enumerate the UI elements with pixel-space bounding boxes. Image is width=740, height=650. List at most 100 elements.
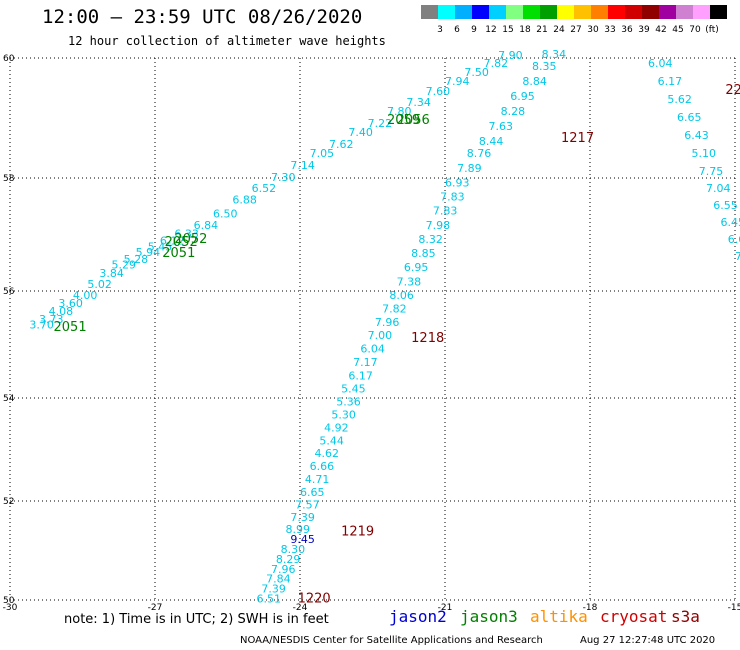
wave-height-value: 7.62 <box>329 138 354 151</box>
page-subtitle: 12 hour collection of altimeter wave hei… <box>68 34 386 48</box>
scale-label: 33 <box>604 25 615 35</box>
pass-number-label: 1217 <box>561 131 594 146</box>
pass-number-label: 2051 <box>54 320 87 335</box>
wave-height-value: 6.50 <box>213 208 238 221</box>
wave-height-value: 7.00 <box>368 329 393 342</box>
wave-height-value: 8.85 <box>411 247 436 260</box>
wave-height-value: 5.28 <box>124 253 149 266</box>
wave-height-value: 7.57 <box>295 498 320 511</box>
wave-height-value: 7.04 <box>706 182 731 195</box>
wave-height-value: 6.33 <box>174 227 199 240</box>
wave-height-value: 5.94 <box>136 246 161 259</box>
wave-height-value: 8.30 <box>281 543 306 556</box>
wave-height-value: 7.14 <box>290 159 315 172</box>
wave-height-value: 5.36 <box>336 396 361 409</box>
wave-height-value: 8.29 <box>276 553 301 566</box>
wave-height-value: 6.04 <box>360 343 385 356</box>
scale-swatch <box>625 5 642 19</box>
note-text: note: 1) Time is in UTC; 2) SWH is in fe… <box>64 612 329 627</box>
wave-height-value: 4.71 <box>305 473 330 486</box>
wave-height-value: 3.73 <box>39 313 64 326</box>
wave-height-value: 5.45 <box>148 240 173 253</box>
scale-label: (ft) <box>705 25 719 35</box>
wave-height-value: 7.63 <box>489 120 514 133</box>
wave-height-value: 5.30 <box>331 409 356 422</box>
scale-swatch <box>455 5 472 19</box>
lat-tick-label: 50 <box>3 596 15 606</box>
footer-timestamp: Aug 27 12:27:48 UTC 2020 <box>580 635 716 646</box>
lon-tick-label: -24 <box>293 603 308 610</box>
wave-height-value: 8.28 <box>501 105 526 118</box>
wave-height-value: 7.38 <box>397 275 422 288</box>
wave-height-value: 3.60 <box>58 297 82 310</box>
scale-swatch <box>659 5 676 19</box>
scale-label: 70 <box>689 25 701 35</box>
pass-number-label: 2052 <box>174 232 207 247</box>
lon-tick-label: -15 <box>728 603 740 610</box>
pass-number-label: 2056 <box>397 113 430 128</box>
wave-height-value: 3.70 <box>29 318 54 331</box>
satellite-legend-jason3: jason3 <box>460 607 518 626</box>
wave-height-value: 6.95 <box>510 90 535 103</box>
scale-swatch <box>608 5 625 19</box>
page-title: 12:00 – 23:59 UTC 08/26/2020 <box>42 6 363 28</box>
wave-height-value: 5.62 <box>667 93 692 106</box>
scale-label: 15 <box>502 25 513 35</box>
lat-tick-label: 52 <box>3 497 14 507</box>
scale-swatch <box>421 5 438 19</box>
wave-height-value: 8.44 <box>479 135 504 148</box>
scale-label: 45 <box>672 25 683 35</box>
lon-tick-label: -30 <box>3 603 18 610</box>
wave-height-value: 7.60 <box>426 85 451 98</box>
wave-height-value: 6.95 <box>404 261 429 274</box>
satellite-legend-altika: altika <box>530 607 588 626</box>
wave-height-value: 7.96 <box>271 563 296 576</box>
wave-height-value: 7.83 <box>440 191 465 204</box>
scale-swatch <box>489 5 506 19</box>
wave-height-value: 7. <box>735 250 740 263</box>
wave-height-value: 4.92 <box>324 421 349 434</box>
wave-height-value: 4.08 <box>49 305 74 318</box>
wave-height-value: 8.34 <box>542 48 567 61</box>
pass-number-label: 2051 <box>162 246 195 261</box>
pass-number-label: 2207 <box>725 83 740 98</box>
scale-swatch <box>710 5 727 19</box>
wave-height-color-scale: 3 6 9 12 15 18 21 24 27 30 33 36 39 42 45 70 (ft) <box>421 5 727 35</box>
pass-number-label: 1218 <box>411 331 444 346</box>
wave-height-value: 7.94 <box>445 75 470 88</box>
wave-height-value: 7.89 <box>457 162 482 175</box>
wave-height-value: 7.50 <box>464 66 489 79</box>
scale-label: 27 <box>570 25 581 35</box>
wave-height-value: 7.80 <box>387 105 412 118</box>
wave-height-value: 7.96 <box>375 316 400 329</box>
lat-tick-label: 56 <box>3 287 15 297</box>
footer-credit: NOAA/NESDIS Center for Satellite Applica… <box>240 635 543 646</box>
scale-swatch <box>591 5 608 19</box>
wave-height-value: 7.30 <box>271 171 296 184</box>
pass-number-label: 2052 <box>165 235 198 250</box>
pass-number-label: 1220 <box>298 591 331 606</box>
wave-height-value: 7.34 <box>406 96 431 109</box>
scale-label: 6 <box>454 25 460 35</box>
wave-height-value: 6.65 <box>677 111 702 124</box>
wave-height-value: 6.60 <box>728 233 740 246</box>
scale-label: 30 <box>587 25 599 35</box>
satellite-legend-jason2: jason2 <box>389 607 447 626</box>
wave-height-value: 4.00 <box>73 289 98 302</box>
pass-number-label: 1219 <box>341 525 374 540</box>
wave-height-value: 6.65 <box>300 486 325 499</box>
wave-height-value: 7.75 <box>699 165 724 178</box>
scale-label: 21 <box>536 25 547 35</box>
scale-swatch <box>557 5 574 19</box>
wave-height-value: 8.35 <box>532 60 557 73</box>
wave-height-value: 6.51 <box>257 592 282 605</box>
scale-swatch <box>540 5 557 19</box>
wave-height-value: 7.05 <box>310 147 335 160</box>
wave-height-value: 5.02 <box>87 278 112 291</box>
wave-height-value: 7.17 <box>353 356 378 369</box>
lon-tick-label: -21 <box>438 603 453 610</box>
wave-height-value: 8.99 <box>286 523 311 536</box>
wave-height-value: 7.90 <box>498 49 522 62</box>
wave-height-value: 6.52 <box>252 182 277 195</box>
wave-height-value: 6.43 <box>684 129 709 142</box>
